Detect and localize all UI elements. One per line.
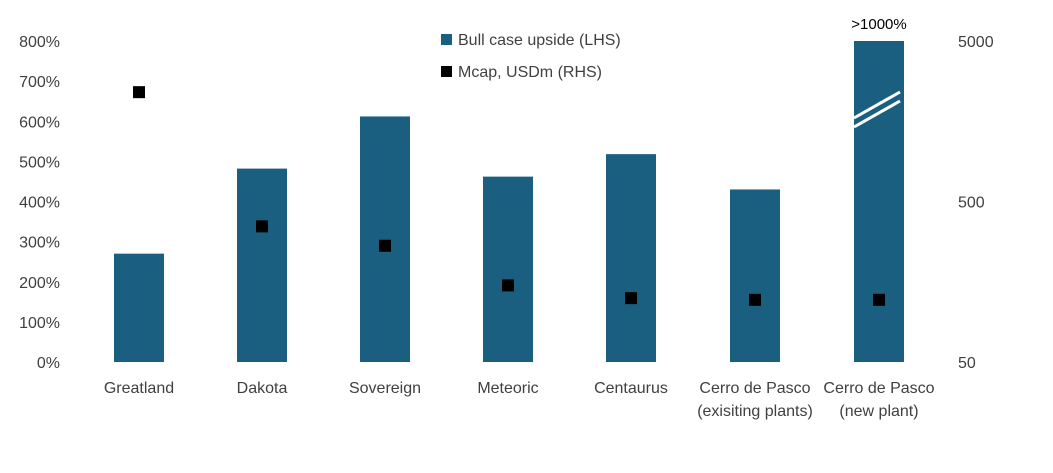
mcap-marker bbox=[133, 86, 145, 99]
left-tick-label: 800% bbox=[19, 34, 60, 51]
mcap-marker bbox=[502, 279, 514, 292]
left-tick-label: 400% bbox=[19, 195, 60, 212]
right-tick-label: 50 bbox=[958, 355, 976, 372]
category-label: Cerro de Pasco bbox=[699, 380, 810, 397]
category-label: Cerro de Pasco bbox=[823, 380, 934, 397]
category-label: (exisiting plants) bbox=[697, 403, 813, 420]
left-tick-label: 200% bbox=[19, 275, 60, 292]
mcap-marker bbox=[625, 292, 637, 305]
annotation-label: >1000% bbox=[851, 16, 906, 33]
bar bbox=[360, 116, 410, 362]
mcap-marker bbox=[256, 220, 268, 233]
right-tick-label: 500 bbox=[958, 195, 985, 212]
bar bbox=[730, 189, 780, 362]
left-tick-label: 0% bbox=[37, 355, 60, 372]
axis-break-line bbox=[853, 99, 901, 129]
category-label: Greatland bbox=[104, 380, 174, 397]
right-tick-label: 5000 bbox=[958, 34, 994, 51]
bar-series bbox=[114, 41, 904, 362]
bar bbox=[483, 176, 533, 362]
bar bbox=[237, 168, 287, 362]
left-tick-label: 300% bbox=[19, 235, 60, 252]
category-label: Sovereign bbox=[349, 380, 421, 397]
legend-label-bull-case: Bull case upside (LHS) bbox=[458, 32, 621, 49]
category-label: Centaurus bbox=[594, 380, 668, 397]
right-axis: 50 500 5000 bbox=[958, 34, 994, 372]
category-axis: Greatland Dakota Sovereign Meteoric Centauru… bbox=[104, 380, 935, 420]
axis-break-line bbox=[853, 90, 901, 120]
legend-swatch-mcap bbox=[441, 66, 452, 77]
bar bbox=[114, 253, 164, 362]
legend: Bull case upside (LHS) Mcap, USDm (RHS) bbox=[441, 32, 621, 81]
mcap-marker bbox=[873, 293, 885, 306]
mcap-marker bbox=[749, 293, 761, 306]
legend-swatch-bull-case bbox=[441, 34, 452, 45]
left-tick-label: 600% bbox=[19, 114, 60, 131]
left-axis: 0% 100% 200% 300% 400% 500% 600% 700% 800% bbox=[19, 34, 60, 372]
marker-series bbox=[133, 86, 885, 306]
left-tick-label: 700% bbox=[19, 74, 60, 91]
category-label: Meteoric bbox=[477, 380, 538, 397]
category-label: Dakota bbox=[237, 380, 288, 397]
category-label: (new plant) bbox=[839, 403, 918, 420]
left-tick-label: 100% bbox=[19, 315, 60, 332]
bar bbox=[854, 41, 904, 362]
mcap-marker bbox=[379, 239, 391, 252]
annotations: >1000% bbox=[851, 16, 907, 129]
legend-label-mcap: Mcap, USDm (RHS) bbox=[458, 64, 602, 81]
left-tick-label: 500% bbox=[19, 154, 60, 171]
bar bbox=[606, 154, 656, 362]
